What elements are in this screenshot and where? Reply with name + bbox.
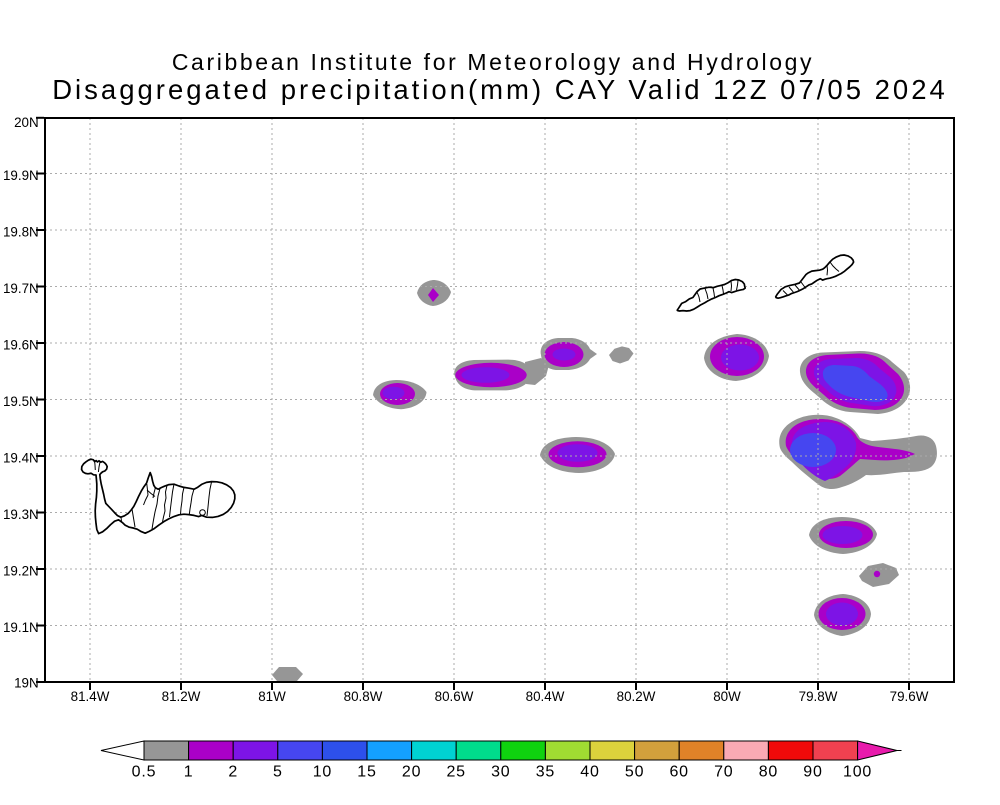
svg-text:80.6W: 80.6W bbox=[435, 689, 474, 704]
svg-text:80: 80 bbox=[759, 764, 778, 781]
svg-text:80W: 80W bbox=[713, 689, 741, 704]
svg-text:81.2W: 81.2W bbox=[162, 689, 201, 704]
svg-text:19.4N: 19.4N bbox=[3, 451, 39, 466]
svg-text:90: 90 bbox=[803, 764, 822, 781]
svg-text:79.8W: 79.8W bbox=[799, 689, 838, 704]
svg-text:19.3N: 19.3N bbox=[3, 507, 39, 522]
svg-text:80.2W: 80.2W bbox=[617, 689, 656, 704]
svg-text:40: 40 bbox=[580, 764, 599, 781]
svg-text:81W: 81W bbox=[258, 689, 286, 704]
svg-text:35: 35 bbox=[536, 764, 555, 781]
svg-text:30: 30 bbox=[491, 764, 510, 781]
svg-text:19.2N: 19.2N bbox=[3, 564, 39, 579]
svg-text:10: 10 bbox=[313, 764, 332, 781]
svg-text:60: 60 bbox=[669, 764, 688, 781]
svg-text:25: 25 bbox=[446, 764, 465, 781]
svg-text:19.8N: 19.8N bbox=[3, 225, 39, 240]
svg-text:1: 1 bbox=[184, 764, 194, 781]
svg-text:100: 100 bbox=[843, 764, 872, 781]
svg-text:19.7N: 19.7N bbox=[3, 281, 39, 296]
svg-text:19N: 19N bbox=[14, 676, 39, 691]
svg-text:19.1N: 19.1N bbox=[3, 620, 39, 635]
svg-text:20: 20 bbox=[402, 764, 421, 781]
svg-text:19.5N: 19.5N bbox=[3, 394, 39, 409]
svg-text:5: 5 bbox=[273, 764, 283, 781]
svg-text:0.5: 0.5 bbox=[132, 764, 157, 781]
svg-text:80.4W: 80.4W bbox=[526, 689, 565, 704]
svg-text:79.6W: 79.6W bbox=[890, 689, 929, 704]
svg-text:2: 2 bbox=[228, 764, 238, 781]
svg-text:Caribbean Institute for Meteor: Caribbean Institute for Meteorology and … bbox=[172, 49, 814, 75]
svg-text:20N: 20N bbox=[14, 115, 39, 130]
svg-text:15: 15 bbox=[357, 764, 376, 781]
svg-text:70: 70 bbox=[714, 764, 733, 781]
svg-text:Disaggregated precipitation(mm: Disaggregated precipitation(mm) CAY Vali… bbox=[52, 74, 948, 105]
svg-text:50: 50 bbox=[625, 764, 644, 781]
svg-text:19.9N: 19.9N bbox=[3, 168, 39, 183]
svg-text:19.6N: 19.6N bbox=[3, 338, 39, 353]
svg-text:81.4W: 81.4W bbox=[71, 689, 110, 704]
svg-text:80.8W: 80.8W bbox=[344, 689, 383, 704]
